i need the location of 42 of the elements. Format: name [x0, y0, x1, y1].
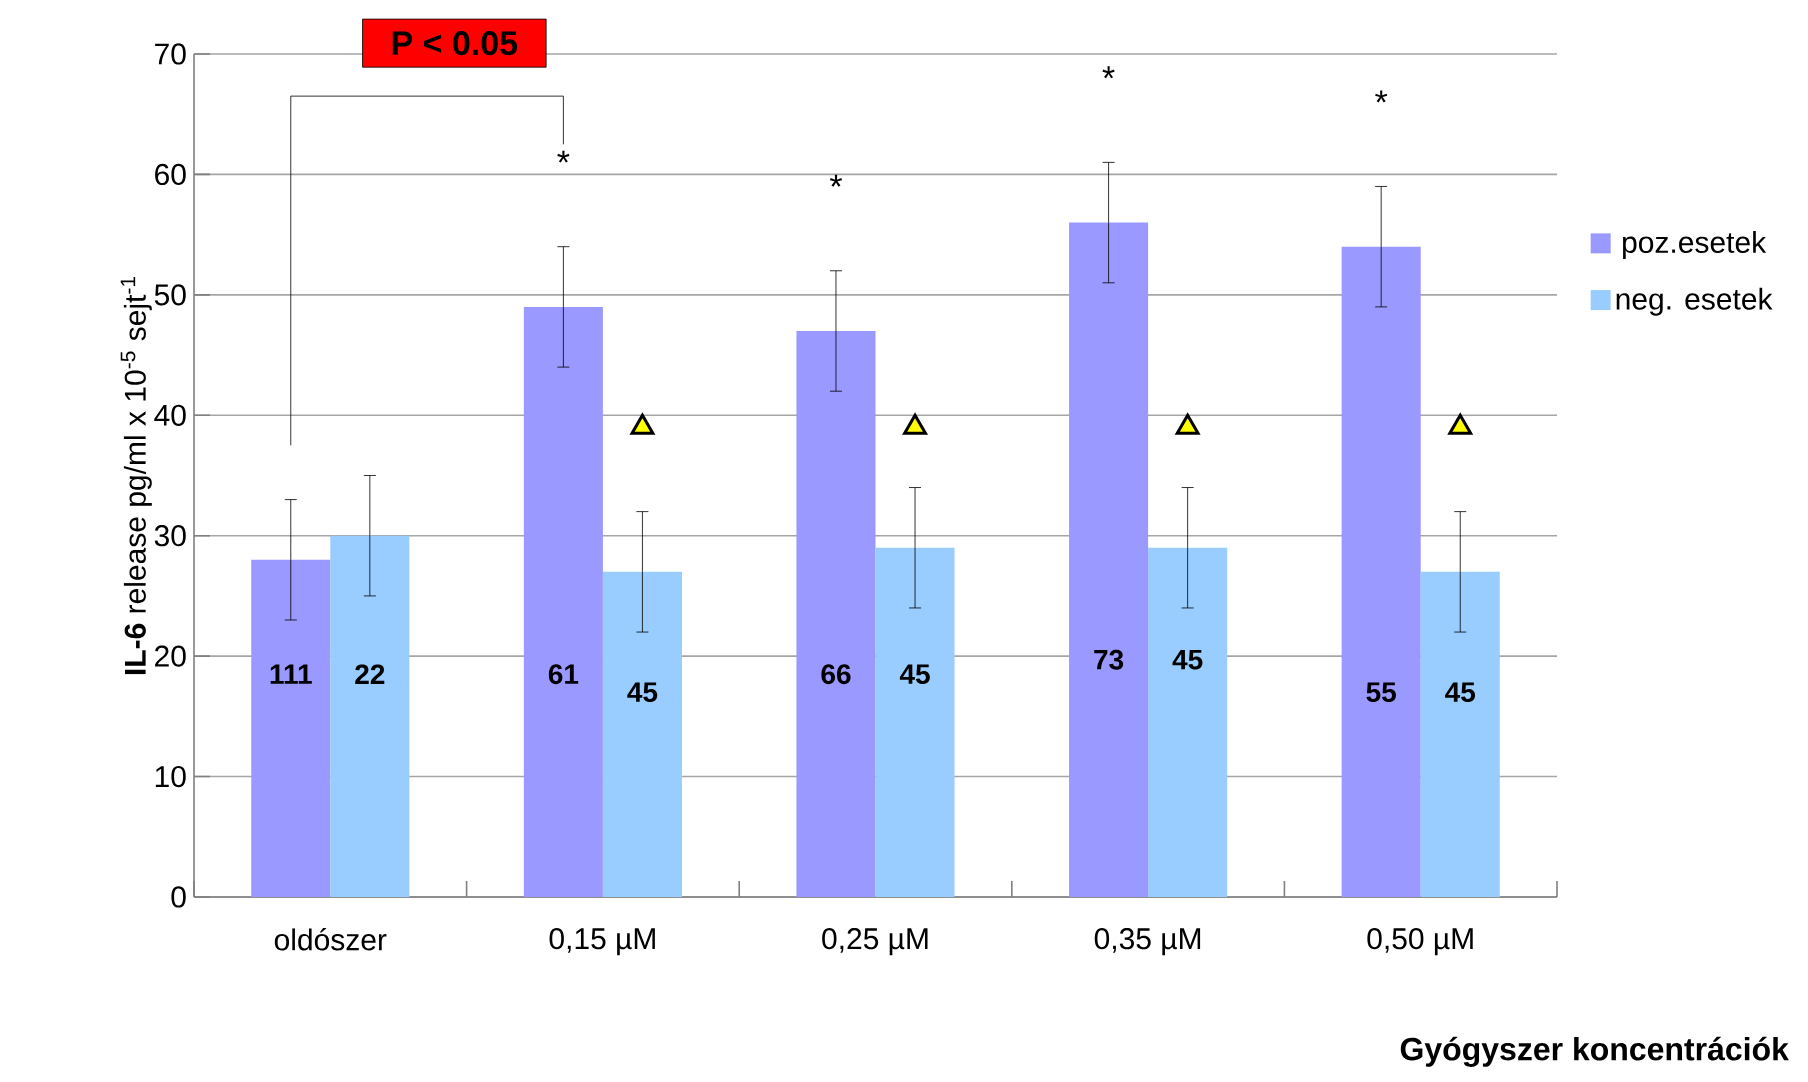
- bar: [523, 306, 603, 897]
- annotation: 45: [1445, 682, 1476, 703]
- annotation: 73: [1094, 649, 1124, 670]
- y-axis-title: IL-6 release pg/ml x 10$^{-5}$ sejt$^{-1}$: [120, 276, 152, 675]
- x-tick-label: 0,15 µM: [549, 928, 655, 956]
- annotation: 45: [627, 682, 658, 703]
- bar: [1148, 547, 1228, 897]
- y-tick-label: 40: [154, 404, 186, 426]
- y-tick-label: 50: [154, 284, 186, 306]
- legend-label: poz.esetek: [1623, 230, 1767, 259]
- bar: [1420, 571, 1500, 897]
- x-tick-label: 0,35 µM: [1094, 928, 1201, 956]
- legend-label: neg. esetek: [1616, 287, 1773, 316]
- annotation: 61: [548, 664, 579, 685]
- bar: [1069, 222, 1149, 897]
- annotation: 22: [355, 664, 385, 684]
- x-tick-label: 0,25 µM: [822, 928, 928, 956]
- x-tick-label: 0,50 µM: [1367, 928, 1473, 956]
- annotation: *: [557, 150, 570, 163]
- bar: [602, 571, 682, 897]
- annotation: 45: [1172, 649, 1203, 670]
- bar: [251, 559, 331, 897]
- bar: [1341, 246, 1421, 897]
- annotation: *: [1102, 66, 1115, 79]
- annotation: *: [829, 174, 843, 187]
- annotation: P < 0.05: [392, 31, 518, 56]
- y-tick-label: 30: [154, 525, 186, 547]
- bar: [330, 535, 410, 897]
- annotation: 45: [899, 664, 930, 684]
- y-tick-label: 70: [155, 43, 186, 65]
- y-tick-label: 10: [155, 765, 186, 788]
- y-tick-label: 20: [155, 645, 186, 667]
- bar: [796, 330, 876, 897]
- x-tick-label: oldószer: [274, 928, 387, 951]
- y-tick-label: 0: [171, 886, 186, 908]
- y-tick-label: 60: [155, 163, 186, 186]
- bar: [875, 547, 955, 897]
- annotation: 55: [1366, 682, 1396, 703]
- annotation: *: [1375, 90, 1388, 103]
- x-axis-title: Gyógyszer koncentrációk: [1400, 1036, 1789, 1067]
- annotation: 111: [270, 664, 312, 684]
- annotation: 66: [821, 664, 851, 685]
